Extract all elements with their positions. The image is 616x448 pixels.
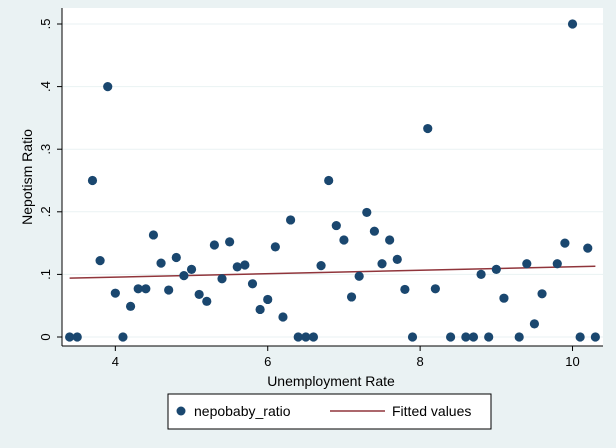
x-tick-label: 4 bbox=[112, 354, 119, 369]
data-point bbox=[103, 82, 113, 92]
data-point bbox=[583, 243, 593, 253]
data-point bbox=[430, 284, 440, 294]
data-point bbox=[529, 319, 540, 329]
data-point bbox=[407, 332, 418, 342]
plot-area bbox=[62, 8, 603, 346]
data-point bbox=[179, 271, 189, 281]
data-point bbox=[385, 235, 395, 245]
data-point bbox=[324, 175, 334, 186]
x-tick-label: 6 bbox=[264, 354, 271, 369]
data-point bbox=[552, 259, 562, 269]
data-point bbox=[590, 332, 600, 342]
data-point bbox=[72, 332, 82, 342]
data-point bbox=[247, 279, 258, 289]
data-point bbox=[446, 332, 456, 342]
y-axis-title: Nepotism Ratio bbox=[19, 129, 35, 225]
data-point bbox=[141, 284, 151, 294]
data-point bbox=[575, 332, 585, 342]
data-point bbox=[522, 259, 532, 269]
data-point bbox=[110, 288, 120, 298]
data-point bbox=[514, 332, 524, 342]
data-point bbox=[164, 285, 174, 295]
data-point bbox=[560, 238, 570, 248]
scatter-points bbox=[65, 19, 600, 342]
data-point bbox=[537, 289, 547, 299]
data-point bbox=[339, 235, 349, 245]
legend-box bbox=[167, 393, 492, 430]
data-point bbox=[293, 332, 303, 342]
data-point bbox=[65, 332, 75, 342]
data-point bbox=[567, 19, 578, 29]
legend: nepobaby_ratio Fitted values bbox=[167, 393, 492, 430]
data-point bbox=[392, 254, 402, 264]
legend-label-scatter: nepobaby_ratio bbox=[194, 403, 291, 419]
x-tick-label: 8 bbox=[417, 354, 424, 369]
data-point bbox=[468, 332, 479, 342]
data-point bbox=[362, 207, 372, 218]
data-point bbox=[400, 284, 410, 295]
data-point bbox=[186, 264, 197, 274]
data-point bbox=[331, 220, 341, 231]
data-point bbox=[118, 332, 128, 342]
data-point bbox=[209, 240, 219, 250]
data-point bbox=[202, 296, 212, 306]
data-point bbox=[423, 123, 433, 134]
data-point bbox=[484, 332, 494, 342]
data-point bbox=[171, 252, 181, 263]
data-point bbox=[156, 258, 166, 268]
data-point bbox=[255, 304, 265, 315]
data-point bbox=[499, 293, 509, 303]
legend-label-fitted: Fitted values bbox=[392, 403, 471, 419]
data-point bbox=[491, 264, 501, 274]
x-axis-title: Unemployment Rate bbox=[267, 373, 395, 389]
fitted-values-line bbox=[69, 265, 596, 279]
x-tick-label: 10 bbox=[565, 354, 579, 369]
data-point bbox=[461, 332, 471, 342]
y-tick-label: .3 bbox=[38, 144, 53, 155]
data-point bbox=[301, 332, 311, 342]
data-point bbox=[225, 237, 235, 247]
data-point bbox=[285, 215, 296, 225]
data-point bbox=[308, 332, 319, 342]
fitted-line-layer bbox=[69, 265, 596, 279]
y-tick-label: .4 bbox=[38, 81, 53, 92]
y-axis: 0 .1 .2 .3 .4 .5 bbox=[38, 8, 63, 346]
y-tick-label: .2 bbox=[38, 206, 53, 217]
data-point bbox=[240, 260, 250, 270]
legend-marker-icon bbox=[176, 406, 186, 416]
data-point bbox=[316, 261, 326, 271]
data-point bbox=[263, 294, 273, 305]
y-tick-label: 0 bbox=[38, 333, 53, 340]
data-point bbox=[87, 175, 98, 186]
data-point bbox=[476, 269, 486, 279]
gridlines bbox=[62, 23, 603, 338]
y-tick-label: .1 bbox=[38, 269, 53, 280]
data-point bbox=[148, 230, 159, 240]
data-point bbox=[278, 312, 288, 322]
x-axis: 4 6 8 10 bbox=[62, 345, 603, 369]
data-point bbox=[377, 259, 387, 269]
data-point bbox=[354, 271, 364, 281]
data-point bbox=[125, 301, 136, 311]
data-point bbox=[133, 284, 143, 294]
data-point bbox=[217, 274, 227, 284]
data-point bbox=[232, 262, 242, 272]
y-tick-label: .5 bbox=[38, 19, 53, 30]
data-point bbox=[346, 292, 357, 302]
data-point bbox=[369, 226, 380, 236]
data-point bbox=[194, 289, 204, 300]
data-point bbox=[270, 242, 280, 252]
data-point bbox=[95, 256, 105, 266]
